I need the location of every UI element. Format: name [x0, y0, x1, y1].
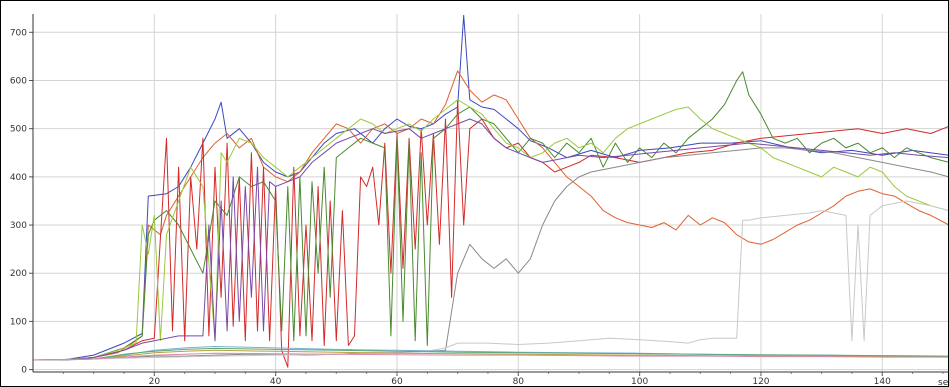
y-tick-label: 700: [10, 28, 27, 38]
series-line-7: [33, 147, 949, 361]
x-tick-label: 80: [513, 377, 525, 387]
x-tick-label: 140: [874, 377, 891, 387]
x-tick-label: 20: [149, 377, 161, 387]
y-tick-label: 500: [10, 125, 27, 135]
x-axis-label: se: [938, 378, 949, 387]
x-tick-label: 120: [752, 377, 769, 387]
y-tick-label: 0: [21, 366, 27, 376]
series-line-10: [32, 349, 949, 361]
x-tick-label: 60: [391, 377, 403, 387]
series-line-3: [33, 99, 949, 368]
y-tick-label: 300: [10, 221, 27, 231]
x-tick-label: 40: [270, 377, 282, 387]
series-line-8: [32, 200, 949, 361]
y-tick-label: 600: [10, 76, 27, 86]
y-tick-label: 200: [10, 269, 27, 279]
series-line-4: [33, 71, 949, 361]
series-layer: [32, 14, 949, 368]
series-line-11: [32, 347, 949, 361]
series-line-6: [33, 118, 949, 361]
series-line-5: [33, 99, 949, 361]
series-line-12: [32, 352, 949, 361]
y-tick-label: 100: [10, 317, 27, 327]
series-line-1: [33, 14, 949, 361]
series-line-2: [33, 70, 949, 361]
y-tick-label: 400: [10, 173, 27, 183]
x-tick-label: 100: [631, 377, 648, 387]
